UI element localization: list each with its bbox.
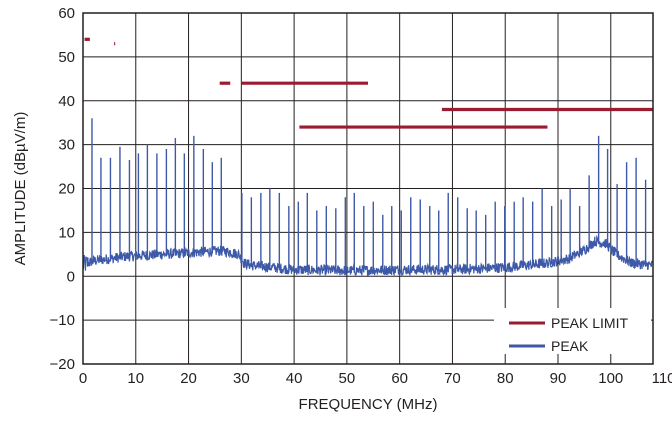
x-tick-label: 100 — [598, 370, 623, 387]
x-axis-title: FREQUENCY (MHz) — [299, 396, 438, 413]
x-tick-label: 30 — [233, 370, 250, 387]
y-tick-label: −20 — [50, 356, 75, 373]
legend-label-peak-limit: PEAK LIMIT — [551, 315, 628, 331]
x-tick-label: 80 — [497, 370, 514, 387]
y-tick-label: 0 — [67, 268, 75, 285]
y-tick-label: 40 — [58, 93, 75, 110]
y-tick-label: 20 — [58, 181, 75, 198]
legend: PEAK LIMIT PEAK — [494, 308, 651, 354]
plot-frame — [82, 12, 654, 365]
legend-label-peak: PEAK — [551, 338, 589, 354]
y-tick-label: 50 — [58, 49, 75, 66]
grid — [83, 13, 653, 364]
x-tick-labels: 0 10 20 30 40 50 60 70 80 90 100 110 — [79, 370, 672, 387]
peak-limit-series — [84, 37, 653, 129]
y-tick-labels: −20 −10 0 10 20 30 40 50 60 — [50, 5, 75, 373]
x-tick-label: 50 — [339, 370, 356, 387]
y-tick-label: 10 — [58, 224, 75, 241]
x-tick-label: 60 — [391, 370, 408, 387]
y-axis-title: AMPLITUDE (dBµV/m) — [12, 112, 29, 266]
peak-series — [82, 118, 654, 277]
x-tick-label: 90 — [550, 370, 567, 387]
x-tick-label: 110 — [652, 370, 672, 387]
x-tick-label: 0 — [79, 370, 87, 387]
y-tick-label: 60 — [58, 5, 75, 22]
x-tick-label: 10 — [127, 370, 144, 387]
peak-noise-floor — [82, 234, 654, 277]
y-tick-label: −10 — [50, 312, 75, 329]
x-tick-label: 20 — [180, 370, 197, 387]
x-tick-label: 40 — [286, 370, 303, 387]
y-tick-label: 30 — [58, 137, 75, 154]
x-tick-label: 70 — [444, 370, 461, 387]
